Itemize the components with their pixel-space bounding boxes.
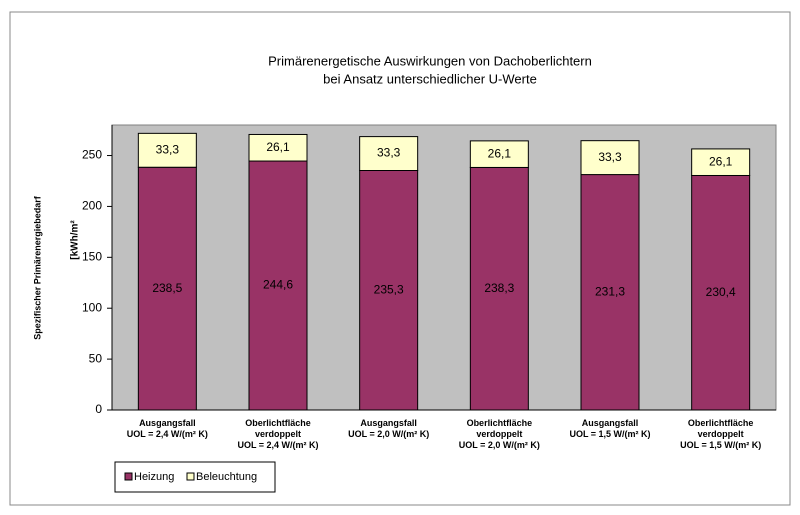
bar-segment	[248, 160, 308, 411]
bar-segment	[248, 133, 308, 162]
legend-swatch	[186, 472, 195, 481]
chart-subtitle: bei Ansatz unterschiedlicher U-Werte	[323, 71, 537, 86]
data-label: 230,4	[706, 285, 736, 299]
plot-area	[111, 124, 777, 411]
bar-segment	[691, 174, 751, 411]
data-label: 26,1	[488, 146, 512, 160]
legend-box	[114, 461, 276, 493]
bar-segment	[137, 132, 197, 168]
y-tick-label: 200	[82, 199, 102, 213]
data-label: 26,1	[709, 154, 733, 168]
bar-segment	[137, 166, 197, 411]
legend-label: Beleuchtung	[196, 471, 257, 483]
x-tick-label: Oberlichtfläche verdoppelt UOL = 2,4 W/(m²…	[237, 418, 318, 450]
y-axis-label: Spezifischer Primärenergiebedarf	[32, 195, 42, 340]
y-tick-label: 250	[82, 148, 102, 162]
data-label: 33,3	[377, 146, 401, 160]
data-label: 33,3	[598, 150, 622, 164]
y-tick-label: 0	[95, 402, 102, 416]
x-tick-label: Ausgangsfall UOL = 2,0 W/(m² K)	[348, 418, 429, 439]
data-label: 238,3	[484, 281, 514, 295]
bar-segment	[691, 148, 751, 176]
chart-title: Primärenergetische Auswirkungen von Dach…	[268, 53, 592, 68]
bar-segment	[469, 166, 529, 411]
x-tick-label: Oberlichtfläche verdoppelt UOL = 2,0 W/(m²…	[459, 418, 540, 450]
x-tick-label: Ausgangsfall UOL = 1,5 W/(m² K)	[569, 418, 650, 439]
legend-label: Heizung	[134, 471, 174, 483]
data-label: 33,3	[156, 142, 180, 156]
legend-swatch	[124, 472, 133, 481]
data-label: 238,5	[152, 281, 182, 295]
bar-segment	[359, 169, 419, 411]
bar-segment	[580, 174, 640, 411]
data-label: 26,1	[266, 140, 290, 154]
y-tick-label: 100	[82, 300, 102, 314]
y-axis-unit: [kWh/m²	[70, 220, 81, 260]
data-label: 244,6	[263, 278, 293, 292]
bar-segment	[359, 136, 419, 171]
x-tick-label: Ausgangsfall UOL = 2,4 W/(m² K)	[127, 418, 208, 439]
x-tick-label: Oberlichtfläche verdoppelt UOL = 1,5 W/(m²…	[680, 418, 761, 450]
y-tick-label: 150	[82, 249, 102, 263]
data-label: 235,3	[374, 282, 404, 296]
bar-segment	[580, 140, 640, 176]
data-label: 231,3	[595, 284, 625, 298]
bar-segment	[469, 140, 529, 168]
y-tick-label: 50	[89, 351, 103, 365]
